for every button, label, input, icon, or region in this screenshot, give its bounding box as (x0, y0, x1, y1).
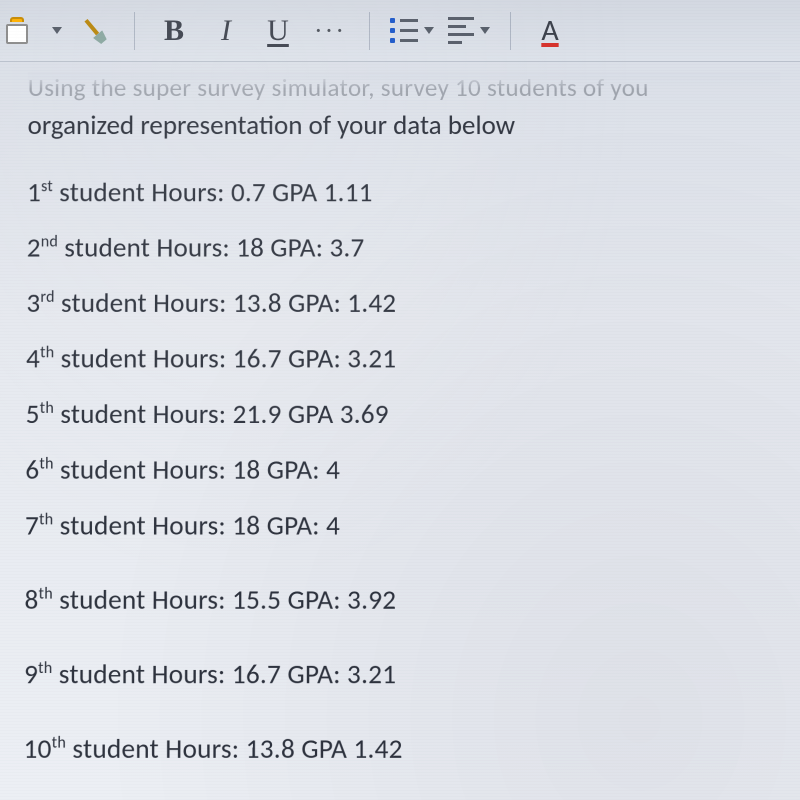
ordinal-number: 2 (27, 231, 41, 264)
italic-button[interactable]: I (207, 8, 245, 54)
student-entry: 3rd student Hours: 13.8 GPA: 1.42 (26, 287, 781, 320)
student-entry: 5th student Hours: 21.9 GPA 3.69 (26, 398, 783, 431)
student-entry: 9th student Hours: 16.7 GPA: 3.21 (24, 658, 784, 692)
paragraph-line: organized representation of your data be… (27, 109, 780, 142)
toolbar-divider (134, 12, 135, 50)
formatting-toolbar: B I U ··· A (0, 0, 800, 62)
ordinal-number: 7 (25, 509, 39, 543)
ordinal-number: 6 (25, 453, 39, 486)
student-entry: 8th student Hours: 15.5 GPA: 3.92 (24, 583, 783, 617)
ordinal-number: 9 (24, 658, 38, 692)
underline-button[interactable]: U (259, 8, 297, 54)
student-entry: 7th student Hours: 18 GPA: 4 (25, 509, 783, 543)
ordinal-suffix: th (39, 584, 53, 603)
ordinal-number: 5 (26, 398, 40, 431)
student-list: 1st student Hours: 0.7 GPA 1.11 2nd stude… (23, 176, 784, 766)
more-formatting-button[interactable]: ··· (311, 8, 349, 54)
bulleted-list-button[interactable] (390, 8, 434, 54)
list-icon (390, 18, 418, 43)
ordinal-number: 10 (23, 732, 51, 766)
student-entry: 2nd student Hours: 18 GPA: 3.7 (27, 231, 782, 264)
ordinal-suffix: th (39, 510, 53, 529)
app-window: B I U ··· A Using the super survey simul… (0, 0, 800, 800)
ordinal-suffix: th (40, 343, 54, 362)
ordinal-number: 1 (27, 176, 41, 209)
paste-button[interactable] (2, 8, 32, 54)
ordinal-number: 4 (26, 342, 40, 375)
ordinal-number: 8 (24, 583, 38, 617)
clipboard-icon (6, 17, 28, 44)
toolbar-divider (510, 12, 511, 50)
student-entry: 4th student Hours: 16.7 GPA: 3.21 (26, 342, 782, 375)
partial-line: Using the super survey simulator, survey… (28, 72, 781, 103)
ordinal-suffix: nd (41, 232, 58, 251)
toolbar-divider (369, 12, 370, 50)
ordinal-suffix: th (38, 659, 52, 678)
student-entry: 6th student Hours: 18 GPA: 4 (25, 453, 783, 486)
student-data-text: student Hours: 13.8 GPA 1.42 (66, 732, 403, 766)
align-button[interactable] (448, 8, 490, 54)
chevron-down-icon (424, 27, 434, 34)
bold-button[interactable]: B (155, 8, 193, 54)
ordinal-suffix: rd (40, 288, 54, 307)
student-data-text: student Hours: 16.7 GPA: 3.21 (52, 658, 396, 692)
student-data-text: student Hours: 0.7 GPA 1.11 (53, 176, 373, 209)
chevron-down-icon (480, 27, 490, 34)
ordinal-suffix: th (39, 454, 53, 473)
chevron-down-icon[interactable] (52, 27, 62, 34)
font-color-button[interactable]: A (531, 8, 569, 54)
paintbrush-icon (81, 16, 108, 45)
student-entry: 1st student Hours: 0.7 GPA 1.11 (27, 176, 781, 209)
format-painter-button[interactable] (76, 8, 114, 54)
student-data-text: student Hours: 18 GPA: 4 (54, 453, 341, 486)
student-data-text: student Hours: 18 GPA: 4 (53, 509, 340, 543)
ordinal-number: 3 (26, 287, 40, 320)
student-data-text: student Hours: 15.5 GPA: 3.92 (53, 583, 396, 617)
student-data-text: student Hours: 18 GPA: 3.7 (58, 231, 364, 264)
student-entry: 10th student Hours: 13.8 GPA 1.42 (23, 732, 784, 766)
student-data-text: student Hours: 13.8 GPA: 1.42 (55, 287, 397, 320)
align-icon (448, 17, 474, 44)
ordinal-suffix: st (41, 177, 53, 196)
document-body[interactable]: Using the super survey simulator, survey… (0, 62, 800, 766)
ordinal-suffix: th (40, 399, 54, 418)
ordinal-suffix: th (52, 733, 66, 752)
student-data-text: student Hours: 21.9 GPA 3.69 (54, 398, 389, 431)
student-data-text: student Hours: 16.7 GPA: 3.21 (54, 342, 396, 375)
